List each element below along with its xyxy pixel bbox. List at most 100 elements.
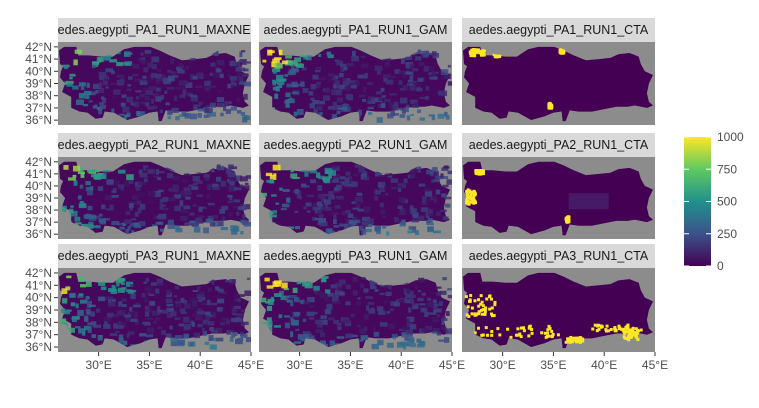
raster-cell (74, 216, 81, 222)
raster-cell (121, 94, 127, 98)
raster-cell (423, 65, 429, 72)
raster-cell (363, 206, 371, 210)
raster-cell (480, 170, 484, 174)
sea-mask (259, 95, 363, 125)
raster-cell (79, 167, 84, 174)
facet-strip (462, 133, 655, 157)
raster-cell (88, 225, 93, 229)
raster-cell (559, 51, 563, 55)
raster-cell (289, 62, 293, 66)
sea-mask (78, 42, 219, 60)
raster-cell (353, 173, 358, 177)
raster-cell (99, 102, 104, 105)
raster-cell (330, 165, 339, 169)
raster-cell (67, 309, 72, 312)
raster-cell (406, 209, 411, 213)
raster-cell (230, 80, 235, 83)
raster-cell (345, 301, 351, 306)
raster-cell (343, 182, 349, 187)
raster-cell (99, 75, 105, 81)
raster-cell (419, 303, 426, 306)
raster-cell (334, 59, 339, 62)
raster-cell (234, 61, 243, 67)
raster-cell (169, 71, 177, 74)
raster-cell (394, 217, 399, 223)
raster-cell (414, 284, 418, 289)
raster-cell (482, 53, 486, 57)
raster-cell (116, 62, 124, 67)
raster-cell (416, 86, 421, 92)
raster-cell (310, 179, 317, 184)
raster-cell (179, 200, 184, 207)
raster-cell (605, 329, 609, 333)
facet-title: aedes.aegypti_PA1_RUN1_GAM (264, 23, 448, 37)
raster-cell (481, 308, 485, 312)
raster-cell (72, 165, 81, 172)
raster-cell (336, 336, 345, 339)
raster-cell (328, 106, 334, 110)
raster-cell (166, 312, 173, 318)
raster-cell (316, 172, 321, 178)
raster-cell (356, 201, 361, 205)
raster-cell (280, 208, 287, 211)
raster-cell (320, 332, 325, 338)
raster-cell (286, 59, 291, 64)
raster-cell (268, 301, 274, 305)
raster-cell (183, 171, 190, 177)
raster-cell (320, 206, 325, 211)
raster-cell (207, 194, 211, 199)
raster-cell (347, 176, 353, 180)
raster-cell (240, 333, 248, 338)
raster-cell (332, 301, 341, 305)
facet-title: aedes.aegypti_PA2_RUN1_CTA (469, 138, 649, 152)
raster-cell (294, 226, 300, 230)
raster-cell (135, 90, 142, 93)
raster-cell (485, 297, 489, 301)
raster-cell (174, 205, 182, 212)
raster-cell (375, 190, 381, 195)
raster-cell (442, 184, 449, 188)
raster-cell (468, 189, 472, 193)
raster-cell (219, 89, 223, 92)
raster-cell (496, 327, 500, 331)
raster-cell (78, 82, 86, 87)
raster-cell (212, 187, 220, 190)
raster-cell (174, 335, 183, 339)
raster-cell (265, 172, 273, 177)
raster-cell (150, 282, 157, 286)
raster-cell (345, 93, 353, 100)
raster-cell (178, 323, 185, 327)
legend-label: 750 (717, 162, 737, 176)
raster-cell (433, 179, 441, 182)
raster-cell (140, 203, 146, 210)
raster-cell (167, 75, 175, 82)
raster-cell (291, 91, 299, 94)
raster-cell (238, 60, 244, 63)
raster-cell (88, 171, 97, 174)
raster-cell (290, 173, 298, 179)
raster-cell (271, 194, 277, 197)
raster-cell (318, 319, 323, 324)
raster-cell (378, 310, 386, 315)
raster-cell (172, 175, 181, 181)
raster-cell (441, 326, 447, 331)
raster-cell (290, 331, 294, 338)
raster-cell (94, 176, 102, 180)
y-tick-label: 38°N (25, 89, 52, 103)
color-legend: 1000 750 500 250 0 (684, 130, 744, 273)
raster-cell (359, 94, 366, 98)
raster-cell (375, 171, 382, 177)
raster-cell (205, 87, 211, 92)
raster-cell (133, 311, 138, 318)
raster-cell (440, 69, 449, 75)
y-tick-label: 36°N (25, 227, 52, 241)
raster-cell (129, 306, 133, 312)
raster-cell (293, 111, 298, 117)
raster-cell (155, 78, 160, 85)
raster-cell (343, 66, 348, 71)
raster-cell (411, 303, 417, 306)
raster-cell (63, 309, 71, 315)
raster-cell (173, 295, 178, 298)
raster-cell (228, 212, 233, 217)
raster-cell (468, 51, 472, 55)
